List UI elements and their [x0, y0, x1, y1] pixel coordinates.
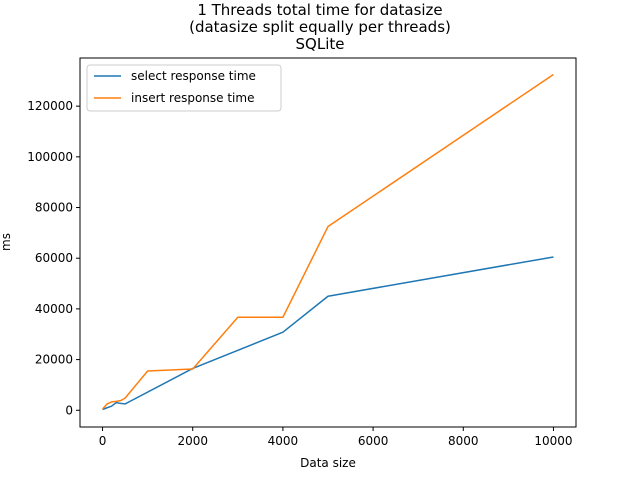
chart-title-line-2: (datasize split equally per threads)	[189, 18, 451, 36]
plot-frame	[79, 57, 577, 428]
y-axis: 0 20000 40000 60000 80000 100000 120000	[27, 99, 80, 417]
y-tick-label: 60000	[35, 251, 73, 265]
x-tick-label: 0	[99, 434, 107, 448]
x-axis-label: Data size	[300, 456, 356, 470]
y-tick-label: 20000	[35, 353, 73, 367]
y-tick-label: 0	[65, 403, 73, 417]
y-axis-label: ms	[0, 233, 13, 251]
y-tick-label: 120000	[27, 99, 73, 113]
series-line-0	[102, 256, 554, 411]
x-tick-label: 8000	[448, 434, 479, 448]
legend-box	[86, 64, 282, 112]
series-line-1	[101, 73, 554, 410]
x-axis: 0 2000 4000 6000 8000 10000	[99, 427, 573, 448]
x-tick-label: 6000	[358, 434, 389, 448]
x-tick-label: 10000	[534, 434, 572, 448]
series-lines	[101, 73, 554, 411]
legend-label-0: select response time	[131, 69, 256, 83]
x-tick-label: 4000	[268, 434, 299, 448]
y-tick-label: 80000	[35, 201, 73, 215]
y-tick-label: 100000	[27, 150, 73, 164]
chart-title-line-3: SQLite	[295, 35, 345, 53]
x-tick-label: 2000	[177, 434, 208, 448]
legend: select response time insert response time	[86, 64, 282, 112]
legend-label-1: insert response time	[131, 91, 254, 105]
chart-title-line-1: 1 Threads total time for datasize	[197, 1, 443, 19]
y-tick-label: 40000	[35, 302, 73, 316]
